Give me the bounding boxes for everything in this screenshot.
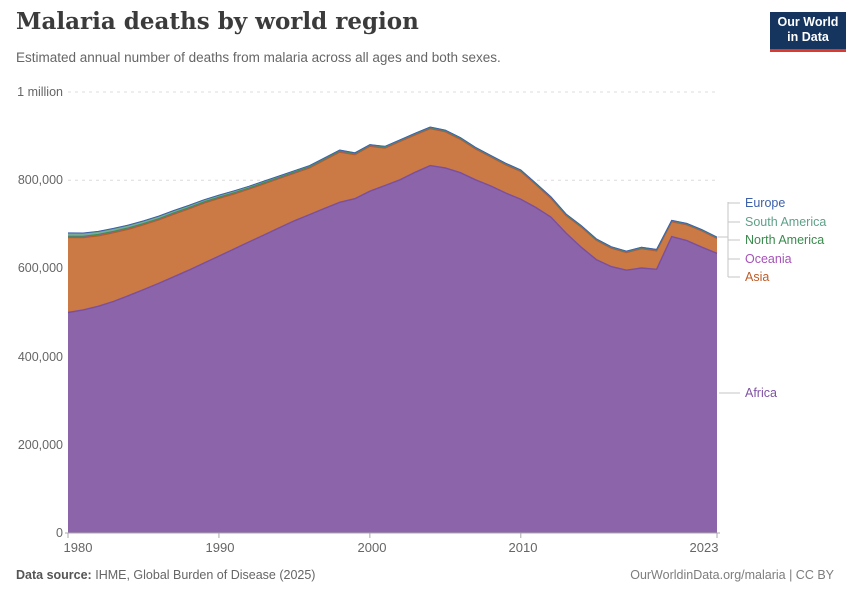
legend-label-oceania[interactable]: Oceania bbox=[745, 252, 792, 266]
x-tick-1990: 1990 bbox=[205, 540, 235, 555]
legend-label-north-america[interactable]: North America bbox=[745, 233, 825, 247]
y-tick-200000: 200,000 bbox=[17, 438, 63, 452]
owid-logo-line1: Our World bbox=[777, 15, 839, 29]
x-tick-2023: 2023 bbox=[689, 540, 719, 555]
y-tick-1-million: 1 million bbox=[17, 85, 63, 99]
legend-label-asia[interactable]: Asia bbox=[745, 270, 770, 284]
footer-source-text: IHME, Global Burden of Disease (2025) bbox=[95, 568, 316, 582]
y-tick-400000: 400,000 bbox=[17, 350, 63, 364]
legend-label-africa[interactable]: Africa bbox=[745, 386, 777, 400]
footer-credit-link[interactable]: OurWorldinData.org/malaria | CC BY bbox=[630, 568, 834, 582]
footer-source: Data source: IHME, Global Burden of Dise… bbox=[16, 568, 315, 582]
legend-label-south-america[interactable]: South America bbox=[745, 215, 827, 229]
owid-logo-line2: in Data bbox=[787, 30, 829, 44]
page-title: Malaria deaths by world region bbox=[16, 8, 419, 35]
y-tick-600000: 600,000 bbox=[17, 261, 63, 275]
legend-label-europe[interactable]: Europe bbox=[745, 196, 786, 210]
y-tick-0: 0 bbox=[56, 526, 63, 540]
y-tick-800000: 800,000 bbox=[17, 173, 63, 187]
x-tick-1980: 1980 bbox=[63, 540, 93, 555]
x-tick-2010: 2010 bbox=[508, 540, 538, 555]
footer-source-label: Data source: bbox=[16, 568, 92, 582]
x-tick-2000: 2000 bbox=[357, 540, 387, 555]
owid-logo[interactable]: Our World in Data bbox=[770, 12, 846, 52]
chart-subtitle: Estimated annual number of deaths from m… bbox=[16, 50, 501, 65]
